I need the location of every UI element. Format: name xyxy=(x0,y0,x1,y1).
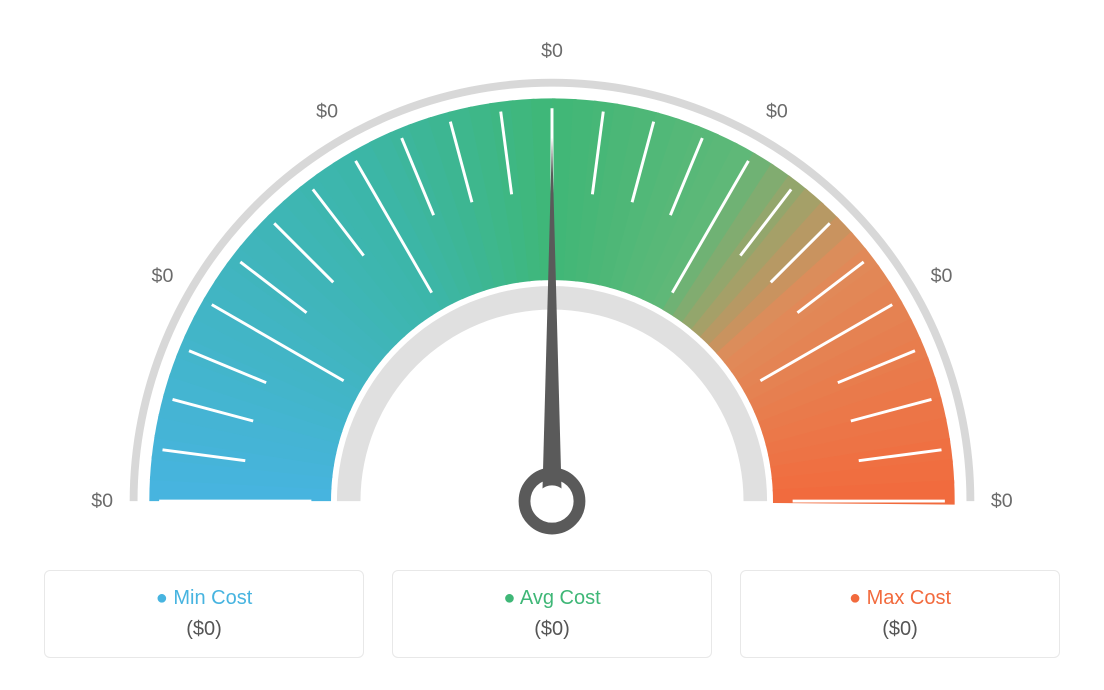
gauge-scale-label: $0 xyxy=(931,265,953,287)
legend-avg-label: Avg Cost xyxy=(393,587,711,610)
gauge-svg: $0 $0 $0 $0 $0 $0 $0 xyxy=(52,10,1052,560)
legend-row: Min Cost ($0) Avg Cost ($0) Max Cost ($0… xyxy=(0,570,1104,658)
legend-max-label: Max Cost xyxy=(741,587,1059,610)
gauge-scale-label: $0 xyxy=(766,100,788,122)
legend-card-avg: Avg Cost ($0) xyxy=(392,570,712,658)
legend-min-value: ($0) xyxy=(45,618,363,641)
legend-card-min: Min Cost ($0) xyxy=(44,570,364,658)
gauge-scale-label: $0 xyxy=(91,490,113,512)
legend-avg-value: ($0) xyxy=(393,618,711,641)
gauge-container: $0 $0 $0 $0 $0 $0 $0 xyxy=(0,0,1104,560)
gauge-scale-label: $0 xyxy=(316,100,338,122)
gauge-scale-label: $0 xyxy=(152,265,174,287)
legend-min-label: Min Cost xyxy=(45,587,363,610)
legend-max-value: ($0) xyxy=(741,618,1059,641)
gauge-scale-label: $0 xyxy=(991,490,1013,512)
legend-card-max: Max Cost ($0) xyxy=(740,570,1060,658)
gauge-scale-label: $0 xyxy=(541,40,563,62)
